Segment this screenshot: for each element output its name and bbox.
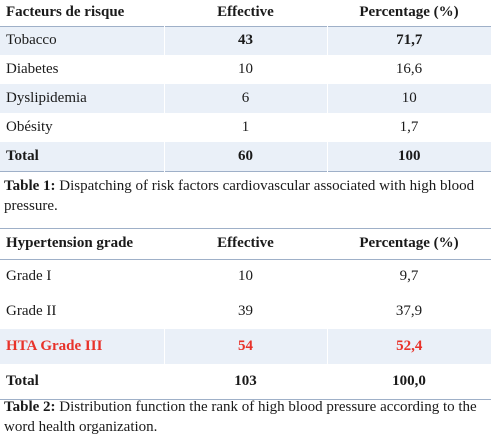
column-header-percentage: Percentage (%) bbox=[359, 4, 459, 21]
row-label: Tobacco bbox=[0, 26, 165, 55]
column-header-percentage: Percentage (%) bbox=[359, 235, 459, 252]
table2-top-rule bbox=[0, 228, 491, 229]
row-percentage: 71,7 bbox=[327, 26, 491, 55]
row-label: Dyslipidemia bbox=[0, 84, 165, 113]
risk-factors-table: Facteurs de risque Effective Percentage … bbox=[0, 0, 491, 172]
row-percentage: 16,6 bbox=[395, 61, 423, 77]
row-label: Obésity bbox=[6, 119, 53, 135]
table-total-row: Total 60 100 bbox=[0, 142, 491, 171]
row-effective: 1 bbox=[241, 119, 250, 135]
table-total-row: Total 103 100,0 bbox=[0, 364, 491, 399]
table-row: Grade II 39 37,9 bbox=[0, 294, 491, 329]
table1-caption: Table 1: Dispatching of risk factors car… bbox=[4, 176, 488, 216]
column-header-effective: Effective bbox=[217, 235, 274, 252]
total-percentage: 100,0 bbox=[392, 372, 426, 389]
table-row: Grade I 10 9,7 bbox=[0, 259, 491, 294]
row-label: Grade II bbox=[6, 303, 57, 319]
column-header-grade: Hypertension grade bbox=[6, 235, 134, 252]
row-effective: 54 bbox=[164, 329, 328, 364]
caption-label: Table 2: bbox=[4, 399, 56, 415]
column-header-effective: Effective bbox=[217, 4, 274, 21]
table-row: Dyslipidemia 6 10 bbox=[0, 84, 491, 113]
hypertension-grade-table: Hypertension grade Effective Percentage … bbox=[0, 229, 491, 400]
caption-text: Distribution function the rank of high b… bbox=[4, 399, 477, 435]
row-percentage: 9,7 bbox=[399, 268, 419, 285]
row-effective: 43 bbox=[164, 26, 328, 55]
table2-caption: Table 2: Distribution function the rank … bbox=[4, 397, 488, 437]
total-label: Total bbox=[0, 142, 165, 171]
column-header-factor: Facteurs de risque bbox=[6, 4, 125, 21]
row-effective: 10 bbox=[238, 61, 253, 77]
row-label: Grade I bbox=[6, 268, 52, 285]
table-row: Diabetes 10 16,6 bbox=[0, 55, 491, 84]
table-row-highlighted: HTA Grade III 54 52,4 bbox=[0, 329, 491, 364]
total-label: Total bbox=[6, 372, 39, 389]
total-percentage: 100 bbox=[327, 142, 491, 171]
table-header-row: Facteurs de risque Effective Percentage … bbox=[0, 0, 491, 26]
table-header-row: Hypertension grade Effective Percentage … bbox=[0, 229, 491, 259]
row-percentage: 37,9 bbox=[395, 303, 423, 319]
row-label: Diabetes bbox=[6, 61, 59, 77]
row-effective: 39 bbox=[238, 303, 253, 319]
row-percentage: 1,7 bbox=[399, 119, 419, 135]
row-percentage: 52,4 bbox=[327, 329, 491, 364]
total-effective: 103 bbox=[234, 372, 257, 389]
row-effective: 6 bbox=[164, 84, 328, 113]
caption-label: Table 1: bbox=[4, 178, 56, 194]
table-row: Tobacco 43 71,7 bbox=[0, 26, 491, 55]
row-percentage: 10 bbox=[327, 84, 491, 113]
row-effective: 10 bbox=[238, 268, 253, 285]
caption-text: Dispatching of risk factors cardiovascul… bbox=[4, 178, 475, 214]
table-row: Obésity 1 1,7 bbox=[0, 113, 491, 142]
total-effective: 60 bbox=[164, 142, 328, 171]
row-label: HTA Grade III bbox=[0, 329, 165, 364]
